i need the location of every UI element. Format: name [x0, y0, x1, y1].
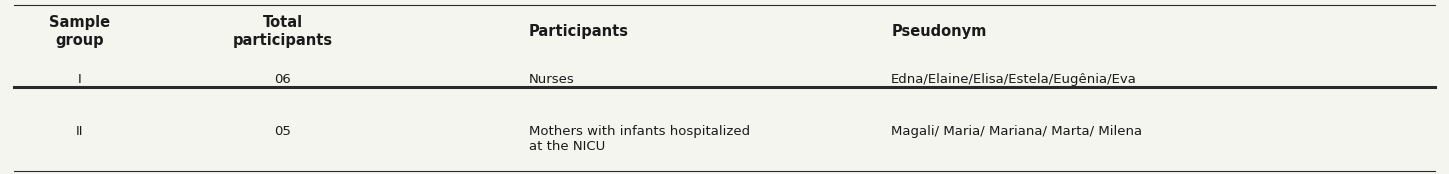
Text: Sample
group: Sample group: [49, 15, 110, 48]
Text: Edna/Elaine/Elisa/Estela/Eugênia/Eva: Edna/Elaine/Elisa/Estela/Eugênia/Eva: [891, 73, 1137, 86]
Text: Magali/ Maria/ Mariana/ Marta/ Milena: Magali/ Maria/ Mariana/ Marta/ Milena: [891, 125, 1142, 138]
Text: Total
participants: Total participants: [232, 15, 333, 48]
Text: II: II: [75, 125, 84, 138]
Text: Participants: Participants: [529, 24, 629, 39]
Text: Pseudonym: Pseudonym: [891, 24, 987, 39]
Text: Nurses: Nurses: [529, 73, 575, 86]
Text: 05: 05: [274, 125, 291, 138]
Text: 06: 06: [274, 73, 291, 86]
Text: I: I: [78, 73, 81, 86]
Text: Mothers with infants hospitalized
at the NICU: Mothers with infants hospitalized at the…: [529, 125, 751, 153]
